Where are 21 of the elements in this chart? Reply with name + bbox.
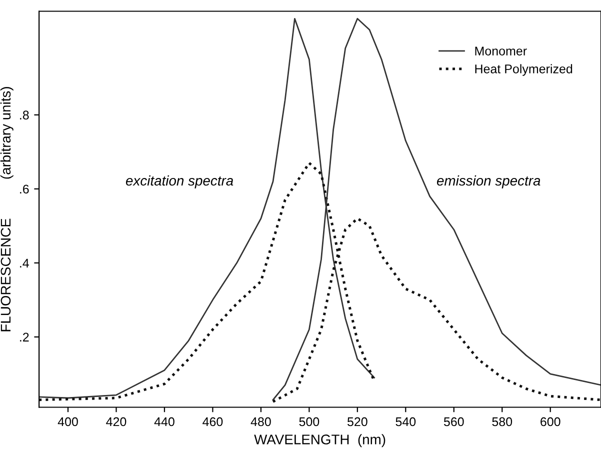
legend-label: Heat Polymerized <box>475 64 572 76</box>
annotation: excitation spectra <box>126 175 234 188</box>
x-tick-label: 560 <box>444 417 464 426</box>
y-tick-label: .4 <box>20 258 29 268</box>
y-axis-title: FLUORESCENCE (arbitrary units) <box>0 87 14 332</box>
x-axis-title: WAVELENGTH (nm) <box>254 434 386 448</box>
y-tick-label: .2 <box>20 332 29 342</box>
x-tick-label: 460 <box>202 417 223 426</box>
x-tick-label: 500 <box>299 417 320 426</box>
x-tick-label: 580 <box>492 417 512 426</box>
y-tick-label: .8 <box>20 110 29 120</box>
x-tick-label: 600 <box>540 417 560 426</box>
x-tick-label: 440 <box>154 417 174 426</box>
x-tick-label: 420 <box>106 417 126 426</box>
annotation: emission spectra <box>436 175 540 188</box>
legend-label: Monomer <box>475 46 527 56</box>
x-tick-label: 540 <box>396 417 416 426</box>
x-tick-label: 400 <box>58 417 78 426</box>
x-tick-label: 520 <box>347 417 368 426</box>
x-tick-label: 480 <box>250 417 271 426</box>
y-tick-label: .6 <box>20 184 29 194</box>
